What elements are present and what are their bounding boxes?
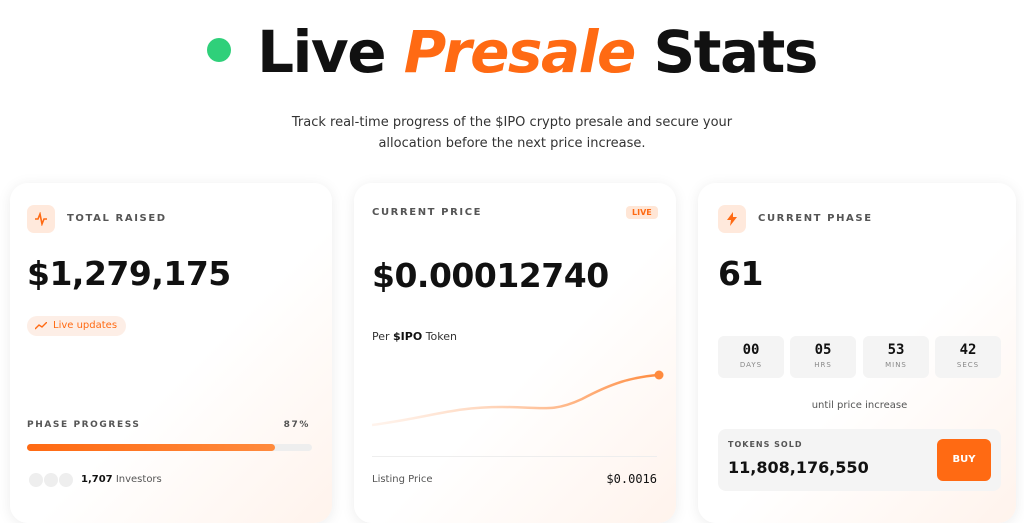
- tokens-label: TOKENS SOLD: [728, 440, 803, 449]
- divider: [372, 456, 657, 457]
- avatar: [59, 473, 73, 487]
- countdown-box: 00 DAYS: [718, 336, 784, 378]
- countdown-value: 00: [742, 342, 760, 358]
- card-current-price: [354, 183, 676, 523]
- per-text: Per: [372, 330, 390, 343]
- card-total-raised: [10, 183, 332, 523]
- countdown-value: 05: [814, 342, 832, 358]
- progress-fill: [27, 444, 275, 451]
- countdown-box: 42 SECS: [935, 336, 1001, 378]
- live-badge: LIVE: [626, 206, 658, 219]
- live-updates-badge: Live updates: [27, 316, 127, 336]
- listing-value: $0.0016: [606, 472, 657, 486]
- ticker: $IPO: [393, 330, 423, 343]
- subtitle-line: allocation before the next price increas…: [378, 136, 646, 151]
- title: Live Presale Stats: [0, 18, 1024, 86]
- avatar: [44, 473, 58, 487]
- trend-icon: [35, 322, 47, 330]
- bolt-icon: [727, 212, 737, 226]
- icon: [27, 205, 55, 233]
- countdown-unit: DAYS: [739, 361, 763, 369]
- title-word: Presale: [403, 18, 637, 86]
- countdown-value: 53: [887, 342, 905, 358]
- countdown-unit: HRS: [814, 361, 832, 369]
- countdown-caption: until price increase: [811, 400, 908, 411]
- buy-button[interactable]: BUY: [937, 439, 991, 481]
- countdown-unit: MINS: [885, 361, 907, 369]
- card-label: CURRENT PHASE: [758, 213, 873, 224]
- price-value: $0.00012740: [372, 256, 609, 295]
- investors-text: Investors: [115, 474, 162, 485]
- listing-label: Listing Price: [372, 474, 433, 485]
- countdown-value: 42: [959, 342, 977, 358]
- progress-percent: 87%: [283, 420, 310, 430]
- countdown-box: 53 MINS: [863, 336, 929, 378]
- subtitle: Track real-time progress of the $IPO cry…: [0, 112, 1024, 154]
- tokens-value: 11,808,176,550: [728, 458, 869, 477]
- progress-label: PHASE PROGRESS: [27, 420, 141, 430]
- progress-track: [27, 444, 312, 451]
- card-label: TOTAL RAISED: [67, 213, 167, 224]
- price-curve: [372, 370, 664, 427]
- card-label: CURRENT PRICE: [372, 207, 483, 218]
- title-word: Stats: [653, 18, 819, 86]
- token-text: Token: [425, 330, 458, 343]
- total-raised-value: $1,279,175: [27, 254, 231, 293]
- investors-count: 1,707: [81, 474, 113, 485]
- title-word: Live: [257, 18, 386, 86]
- pulse-icon: [35, 212, 47, 226]
- investors: 1,707 Investors: [81, 474, 162, 485]
- phase-value: 61: [718, 254, 763, 293]
- icon: [718, 205, 746, 233]
- countdown-unit: SECS: [956, 361, 980, 369]
- page: {"header": {"title_parts": ["Live", "Pre…: [0, 18, 1024, 523]
- badge-text: Live updates: [53, 320, 118, 331]
- avatar: [29, 473, 43, 487]
- countdown-box: 05 HRS: [790, 336, 856, 378]
- per-token: Per $IPO Token: [372, 330, 457, 343]
- live-dot: [207, 37, 232, 62]
- subtitle-line: Track real-time progress of the $IPO cry…: [291, 115, 733, 130]
